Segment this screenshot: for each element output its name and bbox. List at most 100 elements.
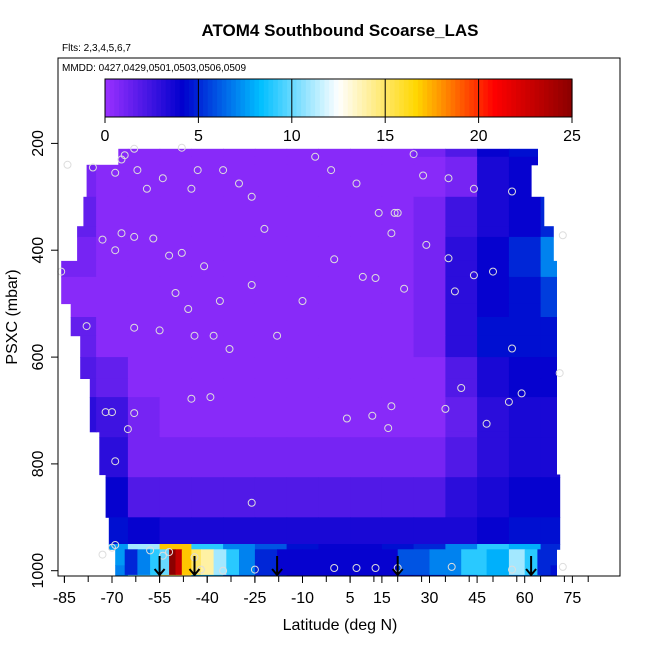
heatmap-cell [477, 474, 510, 478]
heatmap-cell [350, 437, 383, 476]
colorbar-cell [296, 79, 302, 117]
heatmap-cell [477, 335, 510, 358]
heatmap-cell [477, 378, 510, 398]
heatmap-cell [286, 437, 319, 476]
colorbar-cell [534, 79, 540, 117]
colorbar-cell [483, 79, 489, 117]
heatmap-cell [318, 226, 351, 238]
heatmap-cell [254, 357, 288, 379]
sample-point [108, 408, 116, 417]
heatmap-cell [318, 317, 351, 337]
y-tick-label: 200 [30, 130, 47, 157]
sample-point [111, 246, 120, 255]
sample-point [177, 248, 186, 257]
heatmap-cell [318, 357, 351, 379]
sample-point [133, 166, 142, 175]
colorbar-cell [553, 79, 559, 117]
colorbar-cell [109, 79, 115, 117]
heatmap-cell [127, 148, 161, 158]
sample-point [352, 179, 361, 188]
down-arrow [153, 556, 166, 577]
heatmap-cell [318, 335, 351, 358]
x-tick-label: -40 [196, 590, 219, 607]
heatmap-cell [89, 397, 97, 433]
heatmap-cell [191, 226, 224, 238]
heatmap-cell [127, 357, 161, 379]
colorbar-cell [478, 79, 484, 117]
heatmap-cell [223, 303, 256, 318]
sample-point [130, 144, 139, 153]
heatmap-cell [318, 236, 351, 262]
heatmap-cell [413, 196, 446, 227]
colorbar-cell [175, 79, 181, 117]
heatmap-cell [254, 276, 288, 305]
heatmap-cell [350, 477, 383, 518]
heatmap-cell [191, 156, 224, 166]
sample-point [171, 289, 180, 297]
colorbar-cell [352, 79, 358, 117]
down-arrow [391, 556, 404, 577]
heatmap-cell [86, 164, 97, 198]
surface-strip-cell [213, 549, 227, 575]
colorbar-cell [441, 79, 447, 117]
heatmap-cell [223, 317, 256, 337]
colorbar-cell [455, 79, 461, 117]
colorbar-cell [301, 79, 307, 117]
heatmap-cell [127, 317, 161, 337]
heatmap-cell [381, 164, 415, 198]
heatmap-cell [96, 303, 129, 318]
surface-strip-cell [226, 549, 240, 575]
sample-point [558, 562, 567, 571]
heatmap-cell [286, 357, 319, 379]
heatmap-cell [159, 397, 192, 433]
sample-point [400, 284, 409, 293]
heatmap-cell [508, 517, 542, 545]
heatmap-cell [381, 276, 415, 305]
heatmap-cell [350, 357, 383, 379]
sample-point [146, 546, 155, 555]
heatmap-cell [223, 431, 256, 438]
heatmap-cell [159, 474, 192, 478]
colorbar-cell [511, 79, 517, 117]
heatmap-cell [381, 260, 415, 278]
heatmap-cell [223, 517, 256, 545]
colorbar-cell [310, 79, 316, 117]
surface-strip-cell [537, 549, 551, 575]
heatmap-cell [191, 148, 224, 158]
heatmap-cell [127, 378, 161, 398]
y-axis-title: PSXC (mbar) [4, 269, 21, 364]
heatmap-cell [413, 260, 446, 278]
heatmap-cell [318, 156, 351, 166]
heatmap-cell [540, 303, 557, 318]
heatmap-cell [318, 260, 351, 278]
heatmap-cell [105, 477, 129, 518]
heatmap-cell [477, 156, 510, 166]
colorbar-cell [459, 79, 466, 117]
heatmap-cell [254, 303, 288, 318]
heatmap-cell [381, 236, 415, 262]
x-axis: -85 -70 -55 -40 -25 -10 5 15 30 45 60 75 [53, 576, 589, 607]
heatmap-cell [413, 517, 446, 545]
x-tick-label: -70 [100, 590, 123, 607]
heatmap-cell [445, 357, 478, 379]
heatmap-cell [350, 431, 383, 438]
surface-strip-cell [334, 549, 367, 575]
heatmap-cell [159, 196, 192, 227]
colorbar-cell [394, 79, 400, 117]
heatmap-cell [413, 437, 446, 476]
heatmap-cell [191, 303, 224, 318]
heatmap-cell [477, 236, 510, 262]
sample-point [260, 224, 269, 233]
sample-point [196, 565, 205, 574]
heatmap-cell [445, 317, 478, 337]
heatmap-cell [127, 276, 161, 305]
heatmap-cell [381, 397, 415, 433]
sample-point [330, 564, 339, 572]
x-tick-label: 30 [421, 590, 439, 607]
heatmap-cell [540, 437, 557, 476]
heatmap-cell [413, 236, 446, 262]
heatmap-cell [223, 357, 256, 379]
heatmap-cell [318, 378, 351, 398]
heatmap-cell [381, 303, 415, 318]
colorbar-cell [105, 79, 111, 117]
